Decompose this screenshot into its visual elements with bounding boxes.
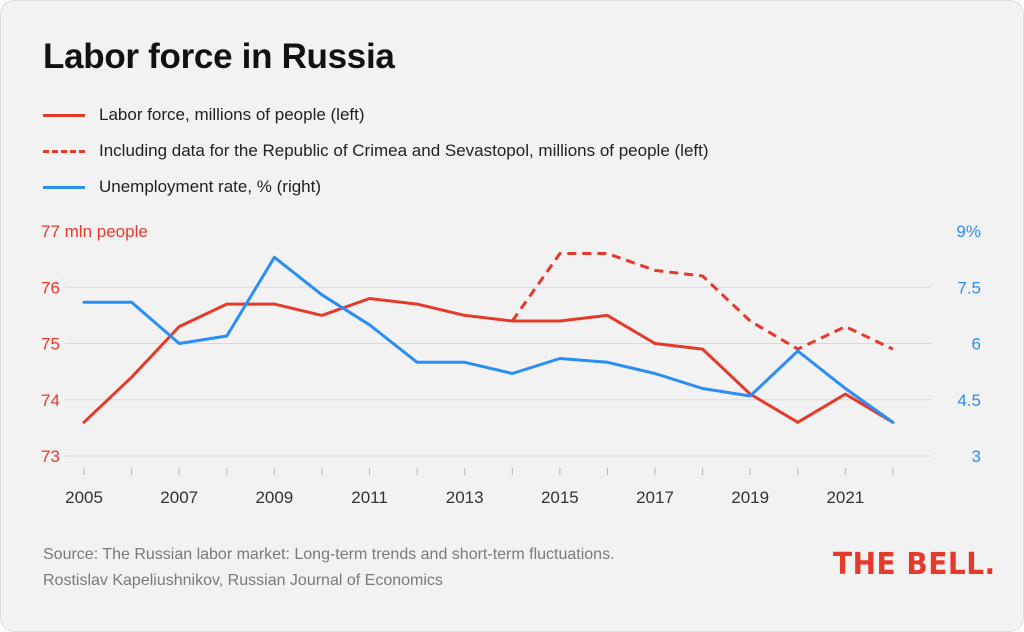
right-axis-tick-label: 9% xyxy=(956,222,981,241)
crimea-labor-force-line xyxy=(511,252,894,351)
x-tick-label: 2011 xyxy=(351,488,388,507)
axis-labels: 73 74 75 76 77 mln people 3 4.5 6 7.5 9% 2005 2007 2… xyxy=(41,222,981,507)
left-axis-tick-label: 73 xyxy=(41,447,60,466)
x-tick-label: 2021 xyxy=(826,488,864,507)
legend-swatch-labor-force xyxy=(43,113,85,117)
x-tick-label: 2013 xyxy=(446,488,484,507)
legend-item-crimea: Including data for the Republic of Crime… xyxy=(43,133,709,169)
x-tick-label: 2007 xyxy=(160,488,198,507)
x-tick-label: 2005 xyxy=(65,488,103,507)
x-tick-label: 2019 xyxy=(731,488,769,507)
legend: Labor force, millions of people (left) I… xyxy=(43,97,709,205)
the-bell-logo: THE BELL. xyxy=(833,545,996,582)
labor-force-line xyxy=(82,297,895,424)
unemployment-rate-line xyxy=(82,255,895,424)
legend-item-labor-force: Labor force, millions of people (left) xyxy=(43,97,709,133)
legend-swatch-crimea xyxy=(43,149,85,153)
legend-item-unemployment: Unemployment rate, % (right) xyxy=(43,169,709,205)
legend-swatch-unemployment xyxy=(43,185,85,189)
legend-label: Labor force, millions of people (left) xyxy=(99,105,365,124)
right-axis-tick-label: 4.5 xyxy=(957,391,981,410)
legend-label: Including data for the Republic of Crime… xyxy=(99,141,709,160)
left-axis-tick-label: 75 xyxy=(41,335,60,354)
left-axis-tick-label: 74 xyxy=(41,391,60,410)
series-lines xyxy=(82,252,895,424)
left-axis-tick-label: 77 mln people xyxy=(41,222,148,241)
left-axis-tick-label: 76 xyxy=(41,278,60,297)
x-tick-label: 2009 xyxy=(255,488,293,507)
legend-label: Unemployment rate, % (right) xyxy=(99,177,322,196)
x-tick-label: 2015 xyxy=(541,488,579,507)
right-axis-tick-label: 6 xyxy=(972,335,981,354)
right-axis-tick-label: 7.5 xyxy=(957,278,981,297)
x-tick-label: 2017 xyxy=(636,488,674,507)
right-axis-tick-label: 3 xyxy=(972,447,981,466)
source-note: Source: The Russian labor market: Long-t… xyxy=(43,546,615,589)
chart-title: Labor force in Russia xyxy=(43,37,395,76)
